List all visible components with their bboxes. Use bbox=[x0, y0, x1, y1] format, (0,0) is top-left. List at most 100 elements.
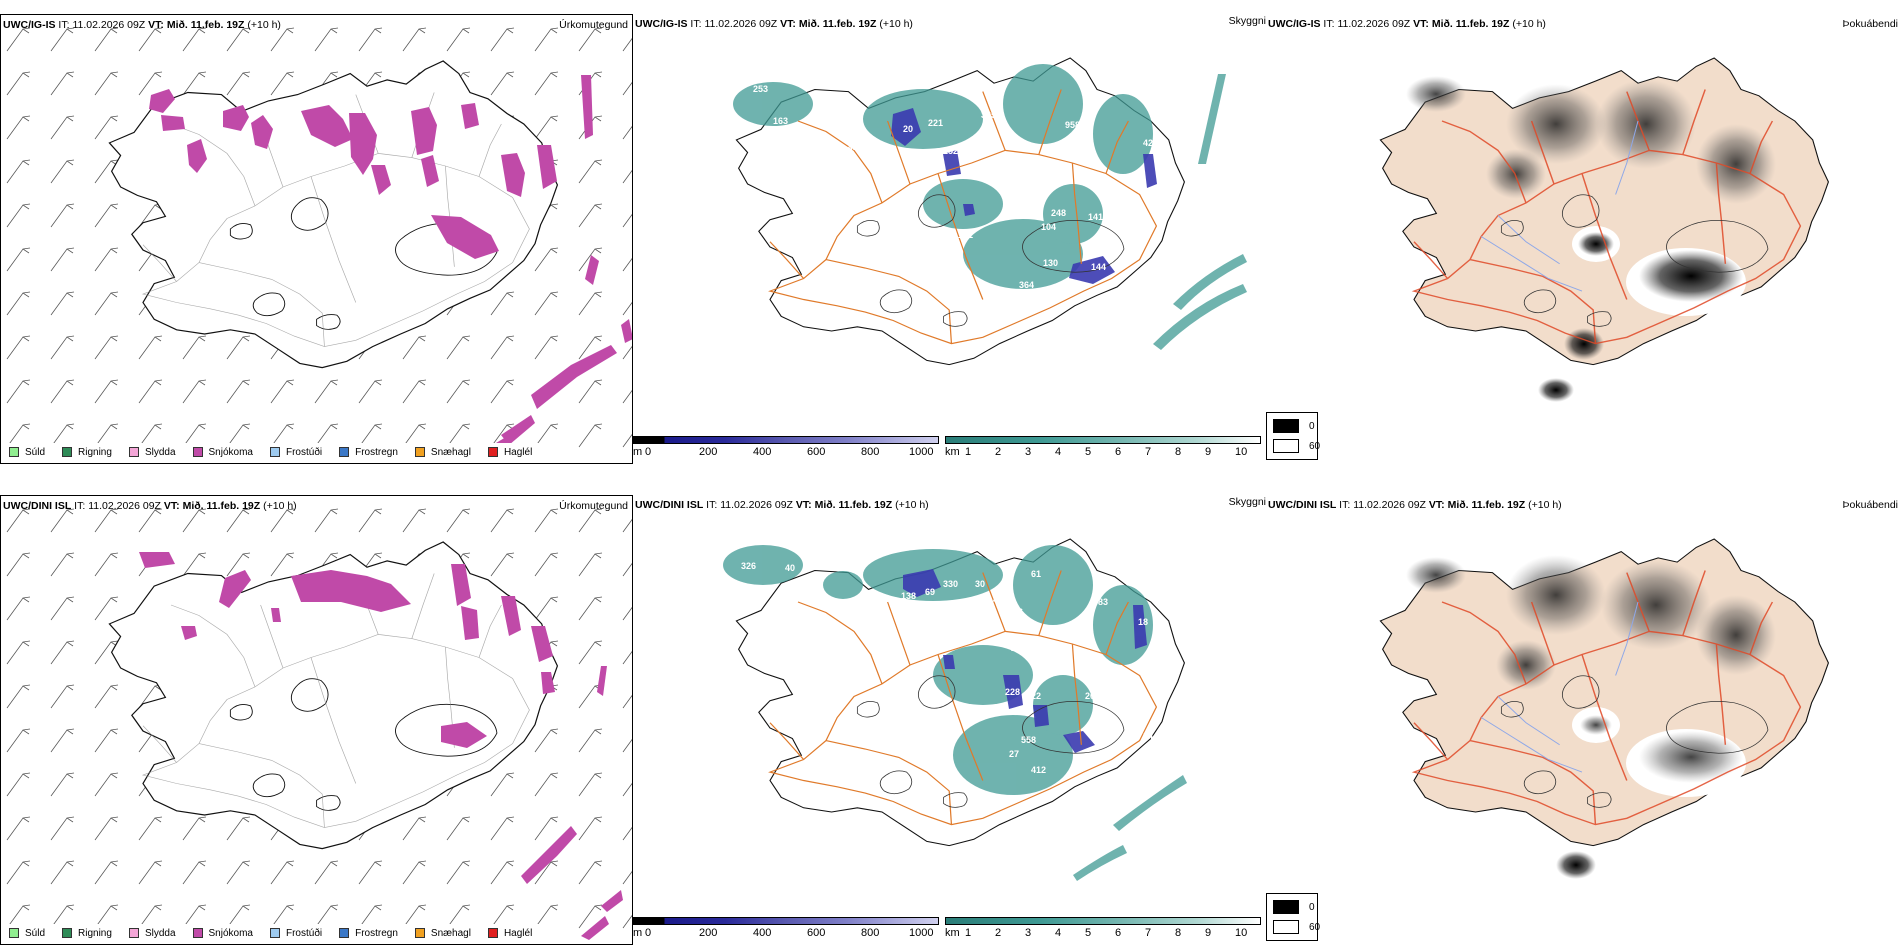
visibility-tick: 10 bbox=[1235, 446, 1248, 458]
legend-swatch bbox=[9, 447, 19, 457]
panel-header: UWC/IG-IS IT: 11.02.2026 09Z VT: Mið. 11… bbox=[3, 19, 281, 31]
ceiling-tick: 600 bbox=[807, 446, 826, 458]
ceiling-label: 30 bbox=[975, 579, 985, 589]
visibility-map: 326 40 138 69 330 30 425 61 46 783 18 45… bbox=[723, 538, 1188, 881]
legend-item: Slydda bbox=[128, 928, 176, 939]
ceiling-colorbar-gradient bbox=[633, 436, 939, 444]
ceiling-label: 326 bbox=[741, 561, 756, 571]
panel-header: UWC/IG-IS IT: 11.02.2026 09Z VT: Mið. 11… bbox=[1268, 18, 1546, 30]
ceiling-label: 958 bbox=[1065, 120, 1080, 130]
legend-swatch bbox=[269, 447, 280, 457]
fog-swatch bbox=[1273, 439, 1299, 453]
visibility-tick: 3 bbox=[1025, 446, 1032, 458]
ceiling-label: 151 bbox=[958, 230, 973, 240]
visibility-panel-row1: UWC/IG-IS IT: 11.02.2026 09Z VT: Mið. 11… bbox=[633, 14, 1266, 464]
ceiling-label: 18 bbox=[1138, 617, 1148, 627]
ceiling-label: 129 bbox=[1083, 753, 1098, 763]
legend-item: Snæhagl bbox=[414, 447, 471, 458]
legend-swatch bbox=[269, 928, 280, 938]
precip-panel-row2: UWC/DINI ISL IT: 11.02.2026 09Z VT: Mið.… bbox=[0, 495, 633, 945]
ceiling-label: 61 bbox=[1031, 569, 1041, 579]
ceiling-label: 138 bbox=[901, 591, 916, 601]
fog-legend-row: 0 bbox=[1273, 419, 1315, 433]
visibility-tick: 5 bbox=[1085, 927, 1092, 939]
ceiling-label: 13 bbox=[1109, 723, 1119, 733]
ceiling-label: 228 bbox=[1005, 687, 1020, 697]
visibility-unit: km bbox=[945, 446, 960, 458]
ceiling-label: 221 bbox=[928, 118, 943, 128]
ceiling-label: 412 bbox=[1031, 765, 1046, 775]
ceiling-label: 141 bbox=[1088, 212, 1103, 222]
precip-panel-row1: UWC/IG-IS IT: 11.02.2026 09Z VT: Mið. 11… bbox=[0, 14, 633, 464]
legend-item: Frostregn bbox=[339, 447, 398, 458]
ceiling-tick: 200 bbox=[699, 446, 718, 458]
visibility-tick: 9 bbox=[1205, 446, 1212, 458]
ceiling-label: 330 bbox=[943, 579, 958, 589]
fog-swatch bbox=[1273, 900, 1299, 914]
legend-item: Snjókoma bbox=[192, 928, 253, 939]
snow-areas bbox=[149, 75, 632, 459]
visibility-tick: 5 bbox=[1085, 446, 1092, 458]
legend-item: Snjókoma bbox=[192, 447, 253, 458]
ceiling-label: 425 bbox=[993, 595, 1008, 605]
legend-swatch bbox=[339, 447, 350, 457]
panel-header: UWC/DINI ISL IT: 11.02.2026 09Z VT: Mið.… bbox=[635, 499, 929, 511]
panel-title: Þokuábendi bbox=[1842, 18, 1898, 30]
legend-swatch bbox=[487, 447, 498, 457]
legend-item: Frostúði bbox=[269, 928, 322, 939]
ceiling-label: 20 bbox=[903, 124, 913, 134]
fog-swatch bbox=[1273, 920, 1299, 934]
ceiling-unit: m bbox=[633, 446, 643, 458]
visibility-tick: 1 bbox=[965, 927, 972, 939]
legend-swatch bbox=[62, 447, 73, 457]
ceiling-label: 22 bbox=[1031, 691, 1041, 701]
ceiling-label: 42 bbox=[848, 142, 858, 152]
panel-header: UWC/IG-IS IT: 11.02.2026 09Z VT: Mið. 11… bbox=[635, 18, 913, 30]
legend-item: Rigning bbox=[62, 447, 112, 458]
legend-swatch bbox=[128, 447, 139, 457]
ceiling-label: 783 bbox=[1093, 597, 1108, 607]
ceiling-colorbar: m 0 200 400 600 800 1000 bbox=[633, 436, 939, 464]
fog-map bbox=[1379, 57, 1829, 402]
fog-map bbox=[1379, 538, 1829, 879]
ceiling-labels: 326 40 138 69 330 30 425 61 46 783 18 45… bbox=[741, 561, 1188, 775]
ceiling-label: 364 bbox=[1019, 280, 1034, 290]
visibility-tick: 3 bbox=[1025, 927, 1032, 939]
legend-item: Snæhagl bbox=[414, 928, 471, 939]
ceiling-label: 69 bbox=[925, 587, 935, 597]
legend-item: Rigning bbox=[62, 928, 112, 939]
fog-legend: 0 60 bbox=[1266, 412, 1320, 460]
legend-item: Frostúði bbox=[269, 447, 322, 458]
ceiling-tick: 800 bbox=[861, 927, 880, 939]
precip-map bbox=[1, 496, 632, 944]
ceiling-tick: 400 bbox=[753, 446, 772, 458]
ceiling-label: 558 bbox=[1021, 735, 1036, 745]
legend-item: Súld bbox=[9, 447, 45, 458]
fog-legend-row: 60 bbox=[1273, 920, 1320, 934]
ceiling-tick: 800 bbox=[861, 446, 880, 458]
visibility-map: 253 163 42 221 335 20 958 42 252 407 248… bbox=[733, 57, 1247, 366]
fog-panel-row1: UWC/IG-IS IT: 11.02.2026 09Z VT: Mið. 11… bbox=[1266, 14, 1900, 464]
ceiling-unit: m bbox=[633, 927, 643, 939]
fog-legend: 0 60 bbox=[1266, 893, 1320, 941]
visibility-tick: 4 bbox=[1055, 446, 1062, 458]
legend-item: Frostregn bbox=[339, 928, 398, 939]
ceiling-label: 335 bbox=[981, 110, 996, 120]
legend-swatch bbox=[487, 928, 498, 938]
legend-swatch bbox=[339, 928, 350, 938]
ceiling-colorbar-gradient bbox=[633, 917, 939, 925]
panel-header: UWC/DINI ISL IT: 11.02.2026 09Z VT: Mið.… bbox=[1268, 499, 1562, 511]
ceiling-tick: 600 bbox=[807, 927, 826, 939]
visibility-colorbar: km 1 2 3 4 5 6 7 8 9 10 bbox=[945, 436, 1261, 464]
legend-swatch bbox=[9, 928, 19, 938]
visibility-unit: km bbox=[945, 927, 960, 939]
panel-title: Þokuábendi bbox=[1842, 499, 1898, 511]
visibility-panel-row2: UWC/DINI ISL IT: 11.02.2026 09Z VT: Mið.… bbox=[633, 495, 1266, 945]
precip-legend: Súld Rigning Slydda Snjókoma Frostúði Fr… bbox=[5, 924, 554, 942]
legend-swatch bbox=[192, 447, 203, 457]
ceiling-label: 104 bbox=[1041, 222, 1056, 232]
precip-legend: Súld Rigning Slydda Snjókoma Frostúði Fr… bbox=[5, 443, 554, 461]
visibility-tick: 9 bbox=[1205, 927, 1212, 939]
ceiling-tick: 400 bbox=[753, 927, 772, 939]
precip-map bbox=[1, 15, 632, 463]
